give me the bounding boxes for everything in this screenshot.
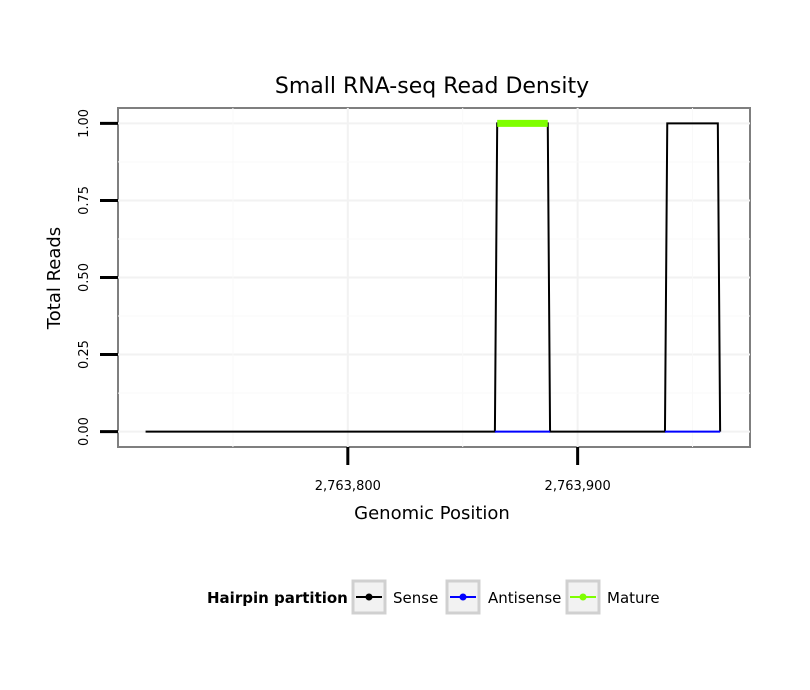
legend-marker-sense [365,593,373,601]
y-tick-label: 0.75 [77,186,92,215]
y-tick-label: 1.00 [77,109,92,138]
legend: Hairpin partition Sense Antisense Mature [207,579,660,615]
y-axis: 0.00 0.25 0.50 0.75 1.00 [77,109,118,446]
legend-label-sense: Sense [393,589,438,607]
legend-label-mature: Mature [607,589,660,607]
x-tick-label: 2,763,800 [315,479,381,494]
legend-title: Hairpin partition [207,589,348,607]
y-tick-label: 0.25 [77,340,92,369]
chart-title: Small RNA-seq Read Density [275,74,589,99]
legend-label-antisense: Antisense [488,589,561,607]
x-tick-label: 2,763,900 [545,479,611,494]
y-tick-label: 0.50 [77,263,92,292]
x-axis-label: Genomic Position [354,503,510,524]
series-group [145,119,722,433]
y-axis-label: Total Reads [44,227,65,330]
legend-marker-mature [579,593,587,601]
y-tick-label: 0.00 [77,417,92,446]
legend-key-mature [565,579,601,615]
legend-marker-antisense [459,593,467,601]
x-axis: 2,763,800 2,763,900 [315,447,611,494]
